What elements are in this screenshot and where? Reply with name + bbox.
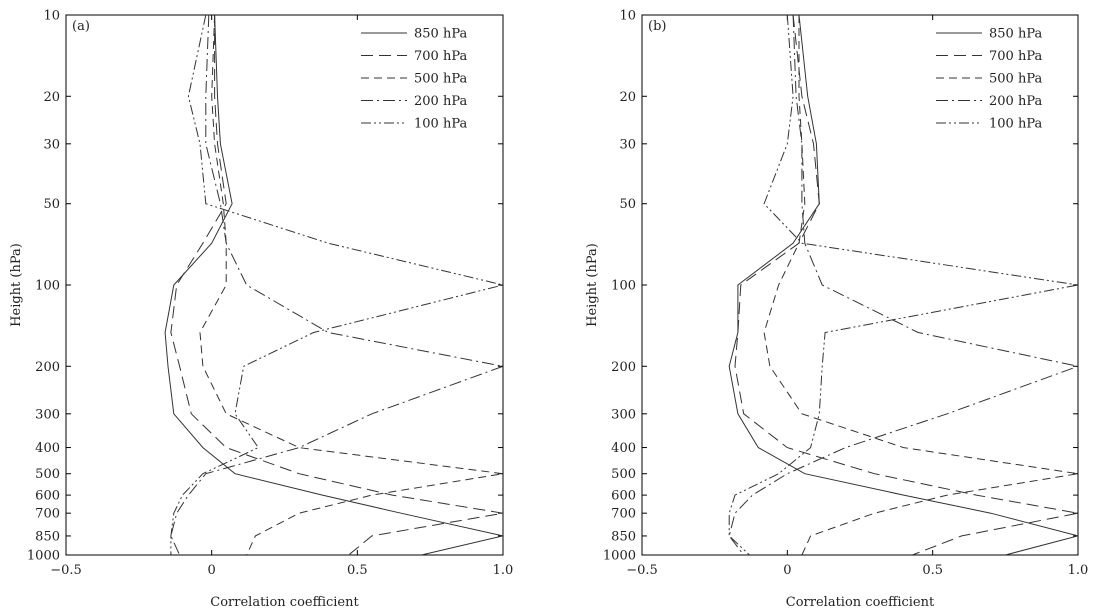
x-axis-label: Correlation coefficient xyxy=(210,595,359,610)
y-tick-label: 700 xyxy=(611,507,636,522)
y-tick-label: 1000 xyxy=(27,549,60,564)
y-tick-label: 400 xyxy=(35,441,60,456)
legend-label: 700 hPa xyxy=(414,49,467,64)
x-tick-label: 0 xyxy=(208,563,216,578)
y-tick-label: 100 xyxy=(611,279,636,294)
y-tick-label: 10 xyxy=(43,9,60,24)
series-line-100-hpa xyxy=(170,15,503,555)
y-tick-label: 50 xyxy=(619,197,636,212)
y-tick-label: 850 xyxy=(35,529,60,544)
y-tick-label: 100 xyxy=(35,279,60,294)
y-tick-label: 400 xyxy=(611,441,636,456)
legend-label: 200 hPa xyxy=(989,94,1042,109)
y-tick-label: 300 xyxy=(35,407,60,422)
x-tick-label: 1.0 xyxy=(1068,563,1089,578)
y-tick-label: 1000 xyxy=(603,549,636,564)
y-tick-label: 600 xyxy=(35,489,60,504)
chart-panel-b: −0.5 0 0.5 1.0 10 20 30 50 100 200 300 400 500 600 700… xyxy=(585,9,1088,611)
legend-label: 850 hPa xyxy=(414,27,467,42)
series-line-100-hpa xyxy=(728,15,1078,555)
legend-label: 500 hPa xyxy=(414,72,467,87)
legend: 850 hPa 700 hPa 500 hPa 200 hPa 100 hPa xyxy=(361,27,467,132)
y-tick-label: 500 xyxy=(35,467,60,482)
x-tick-label: 1.0 xyxy=(493,563,514,578)
series-line-700-hpa xyxy=(734,15,1078,555)
legend: 850 hPa 700 hPa 500 hPa 200 hPa 100 hPa xyxy=(936,27,1042,132)
y-tick-label: 600 xyxy=(611,489,636,504)
chart-panel-a: −0.5 0 0.5 1.0 10 20 30 50 100 200 300 400 500 600 700… xyxy=(9,9,513,611)
panel-label: (a) xyxy=(72,19,90,34)
legend-label: 500 hPa xyxy=(989,72,1042,87)
series-line-200-hpa xyxy=(728,15,1078,555)
series-line-850-hpa xyxy=(728,15,1078,555)
x-tick-label: −0.5 xyxy=(626,563,658,578)
series-line-500-hpa xyxy=(763,15,1078,555)
series-line-500-hpa xyxy=(199,15,503,555)
y-axis-label: Height (hPa) xyxy=(585,243,600,327)
y-tick-label: 300 xyxy=(611,407,636,422)
series-line-700-hpa xyxy=(170,15,503,555)
y-tick-label: 20 xyxy=(43,90,60,105)
x-tick-label: 0.5 xyxy=(347,563,368,578)
y-tick-label: 700 xyxy=(35,507,60,522)
panel-label: (b) xyxy=(648,19,666,34)
y-tick-label: 200 xyxy=(35,360,60,375)
y-tick-label: 50 xyxy=(43,197,60,212)
series-line-850-hpa xyxy=(164,15,503,555)
x-tick-label: 0.5 xyxy=(922,563,943,578)
x-axis-label: Correlation coefficient xyxy=(786,595,935,610)
legend-label: 700 hPa xyxy=(989,49,1042,64)
y-tick-label: 850 xyxy=(611,529,636,544)
y-tick-label: 20 xyxy=(619,90,636,105)
legend-label: 850 hPa xyxy=(989,27,1042,42)
legend-label: 100 hPa xyxy=(989,117,1042,132)
y-tick-label: 200 xyxy=(611,360,636,375)
y-tick-label: 30 xyxy=(43,137,60,152)
x-tick-label: −0.5 xyxy=(50,563,82,578)
legend-label: 100 hPa xyxy=(414,117,467,132)
x-tick-label: 0 xyxy=(783,563,791,578)
legend-label: 200 hPa xyxy=(414,94,467,109)
y-tick-label: 30 xyxy=(619,137,636,152)
y-tick-label: 10 xyxy=(619,9,636,24)
y-tick-label: 500 xyxy=(611,467,636,482)
y-axis-label: Height (hPa) xyxy=(9,243,24,327)
series-line-200-hpa xyxy=(170,15,503,555)
